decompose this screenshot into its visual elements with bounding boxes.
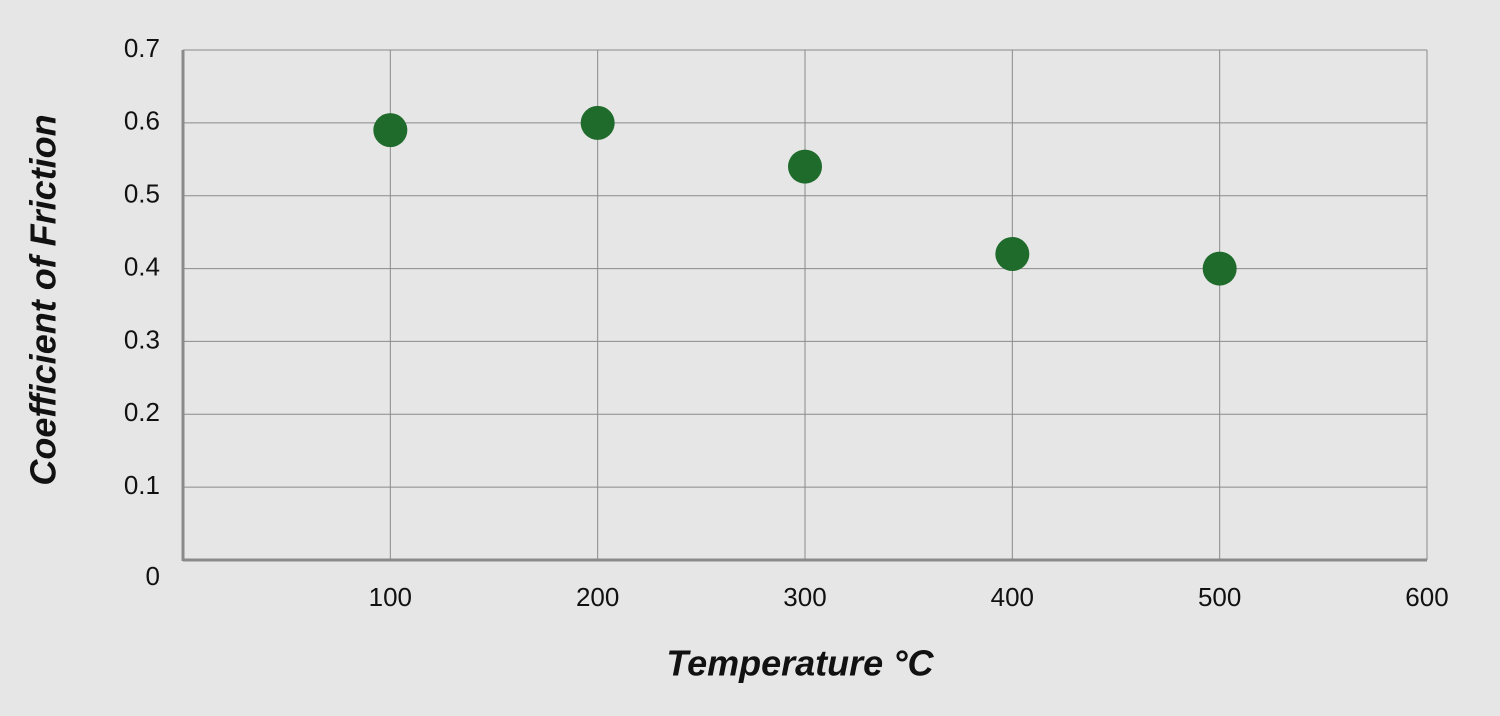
x-tick-label: 600 bbox=[1405, 582, 1448, 612]
y-tick-label: 0.2 bbox=[124, 397, 160, 427]
x-tick-label: 300 bbox=[783, 582, 826, 612]
point bbox=[995, 237, 1030, 271]
x-tick-label: 400 bbox=[991, 582, 1034, 612]
y-tick-label: 0.3 bbox=[124, 324, 160, 354]
point bbox=[1202, 251, 1237, 286]
point bbox=[373, 113, 408, 148]
y-tick-label: 0.5 bbox=[124, 179, 160, 209]
y-tick-label: 0.4 bbox=[124, 251, 160, 281]
x-tick-label: 200 bbox=[576, 582, 619, 612]
x-tick-label: 500 bbox=[1198, 582, 1241, 612]
y-tick-label: 0 bbox=[146, 561, 160, 591]
y-tick-label: 0.6 bbox=[124, 106, 160, 136]
y-tick-label: 0.1 bbox=[124, 470, 160, 500]
y-axis-title: Coefficient of Friction bbox=[23, 114, 64, 485]
y-tick-label: 0.7 bbox=[124, 33, 160, 63]
x-axis-title: Temperature °C bbox=[666, 643, 934, 684]
x-tick-label: 100 bbox=[369, 582, 412, 612]
point bbox=[580, 105, 615, 140]
point bbox=[788, 149, 822, 184]
